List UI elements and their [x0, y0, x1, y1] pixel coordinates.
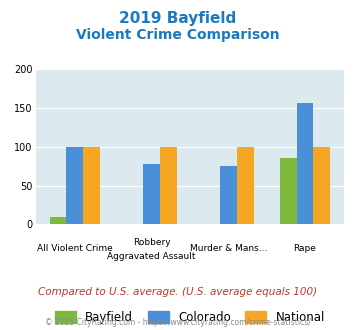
Bar [220, 166, 237, 224]
Text: Robbery: Robbery [133, 238, 170, 247]
Bar [280, 158, 296, 224]
Bar [66, 147, 83, 224]
Bar [83, 147, 100, 224]
Bar [237, 147, 253, 224]
Bar [160, 147, 177, 224]
Text: Compared to U.S. average. (U.S. average equals 100): Compared to U.S. average. (U.S. average … [38, 287, 317, 297]
Text: © 2025 CityRating.com - https://www.cityrating.com/crime-statistics/: © 2025 CityRating.com - https://www.city… [45, 318, 310, 327]
Bar [313, 147, 330, 224]
Text: All Violent Crime: All Violent Crime [37, 244, 113, 253]
Text: Aggravated Assault: Aggravated Assault [107, 252, 196, 261]
Text: 2019 Bayfield: 2019 Bayfield [119, 11, 236, 26]
Text: Violent Crime Comparison: Violent Crime Comparison [76, 28, 279, 42]
Bar [143, 164, 160, 224]
Text: Rape: Rape [294, 244, 316, 253]
Legend: Bayfield, Colorado, National: Bayfield, Colorado, National [55, 311, 325, 324]
Bar [296, 103, 313, 224]
Bar [50, 216, 66, 224]
Text: Murder & Mans...: Murder & Mans... [190, 244, 267, 253]
